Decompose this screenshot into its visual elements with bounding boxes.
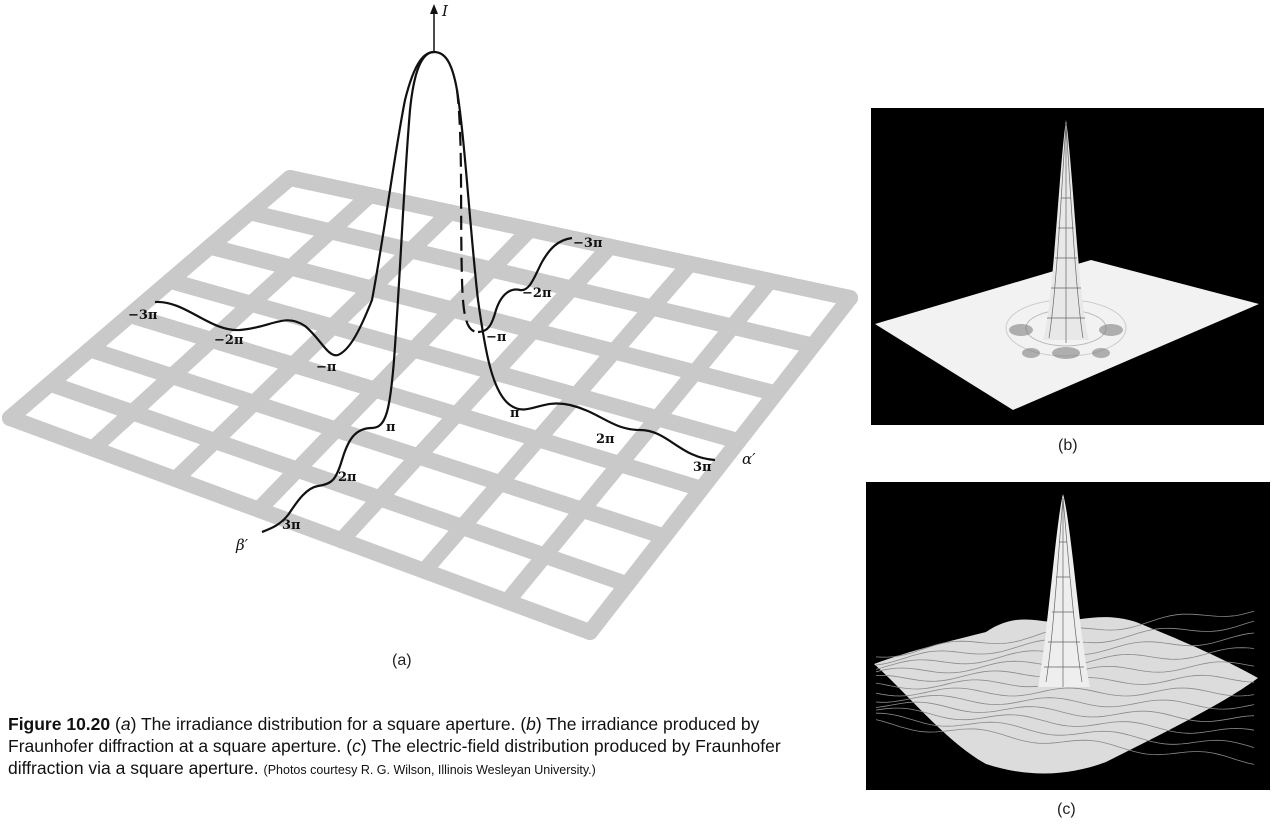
caption-c: (c) xyxy=(1057,801,1076,818)
photo-credit: (Photos courtesy R. G. Wilson, Illinois … xyxy=(263,763,596,777)
part-a-text: The irradiance distribution for a square… xyxy=(140,714,516,734)
right-label-neg3pi: −3π xyxy=(573,236,603,251)
grid-band-row xyxy=(42,375,636,593)
part-c-letter: c xyxy=(352,736,361,756)
right-label-neg2pi: −2π xyxy=(522,286,552,301)
part-c-text: The electric-field distribution produced… xyxy=(8,736,781,778)
electric-field-surface-c xyxy=(874,494,1258,774)
alpha-axis-label: α′ xyxy=(742,450,756,468)
caption-a: (a) xyxy=(392,652,412,669)
grid-band-column xyxy=(167,204,458,488)
beta-label-2pi: 2π xyxy=(338,470,357,485)
vertical-axis-label: I xyxy=(442,2,448,20)
irradiance-plot-a: I α′ β′ −3π −2π −π −3π −2π −π π 2π 3π π … xyxy=(2,2,858,669)
grid-band-column xyxy=(333,238,618,549)
figure-number: Figure 10.20 xyxy=(8,714,111,734)
irradiance-photo-b xyxy=(871,108,1264,425)
perspective-grid xyxy=(2,170,858,640)
grid-band-column xyxy=(582,290,858,640)
grid-band-row xyxy=(2,410,598,640)
right-branch-dashed xyxy=(455,89,479,334)
mesh-ripple-line xyxy=(875,707,1255,734)
grid-band-row xyxy=(122,307,710,497)
figure-caption: Figure 10.20 (a) The irradiance distribu… xyxy=(8,714,781,778)
left-label-negpi: −π xyxy=(316,360,337,375)
alpha-label-pi: π xyxy=(510,406,520,421)
mesh-ripple-line xyxy=(875,694,1255,710)
mesh-ripple-line xyxy=(875,719,1255,765)
grid-band-row xyxy=(242,204,821,354)
mesh-ripple-line xyxy=(875,701,1255,722)
grid-band-column xyxy=(499,272,778,610)
irradiance-plot-drawing xyxy=(2,4,858,640)
alpha-branch-curve xyxy=(455,89,716,462)
alpha-label-2pi: 2π xyxy=(596,432,615,447)
mesh-ripple-line xyxy=(875,712,1255,748)
beta-axis-label: β′ xyxy=(236,536,249,554)
grid-band-row xyxy=(82,341,673,545)
right-back-branch-curve xyxy=(477,236,573,334)
right-label-negpi: −π xyxy=(486,330,507,345)
left-label-neg2pi: −2π xyxy=(214,333,244,348)
part-b-letter: b xyxy=(526,714,536,734)
beta-label-3pi: 3π xyxy=(282,518,301,533)
grid-band-row xyxy=(162,272,747,450)
caption-b: (b) xyxy=(1058,437,1078,454)
vertical-axis-arrow xyxy=(430,4,438,14)
mesh-ripple-line xyxy=(875,687,1255,697)
electric-field-photo-c xyxy=(866,482,1270,790)
part-a-letter: a xyxy=(120,714,131,734)
alpha-label-3pi: 3π xyxy=(693,460,712,475)
front-branch-curve xyxy=(261,50,435,534)
irradiance-surface-b xyxy=(875,120,1259,410)
left-label-neg3pi: −3π xyxy=(128,308,158,323)
right-branch-solid xyxy=(433,50,459,91)
left-branch-curve xyxy=(154,50,435,357)
grid-band-column xyxy=(416,255,698,579)
beta-label-pi: π xyxy=(386,420,396,435)
part-b-text: The irradiance produced by Fraunhofer di… xyxy=(8,714,760,756)
